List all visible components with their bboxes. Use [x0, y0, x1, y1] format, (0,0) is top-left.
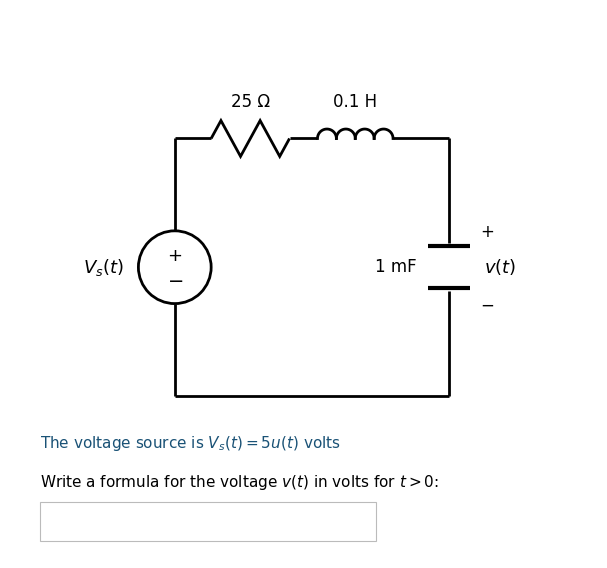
Text: $-$: $-$ [167, 270, 183, 289]
Text: The voltage source is $V_s(t) = 5u(t)$ volts: The voltage source is $V_s(t) = 5u(t)$ v… [41, 434, 341, 453]
Text: $+$: $+$ [167, 247, 182, 265]
Text: 25 Ω: 25 Ω [231, 93, 270, 111]
Text: 0.1 H: 0.1 H [333, 93, 378, 111]
Text: $V_s(t)$: $V_s(t)$ [84, 257, 124, 278]
Text: Write a formula for the voltage $v(t)$ in volts for $t > 0$:: Write a formula for the voltage $v(t)$ i… [41, 473, 439, 492]
Text: $+$: $+$ [480, 223, 495, 241]
FancyBboxPatch shape [41, 502, 376, 541]
Text: $-$: $-$ [480, 295, 495, 313]
Text: 1 mF: 1 mF [375, 258, 416, 276]
Text: $v(t)$: $v(t)$ [484, 257, 517, 277]
